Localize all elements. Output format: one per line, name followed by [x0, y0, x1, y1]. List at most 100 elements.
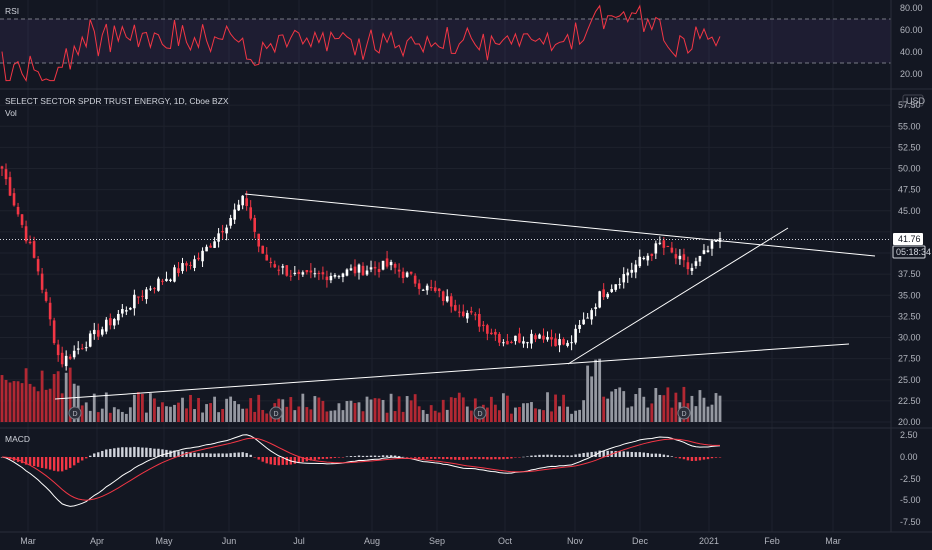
- macd-hist-bar: [622, 451, 625, 457]
- volume-bar: [445, 409, 449, 422]
- dividend-marker[interactable]: [68, 406, 82, 420]
- macd-tick-minus-7-50: -7.50: [900, 517, 921, 527]
- volume-bar: [562, 394, 565, 422]
- descending-trendline[interactable]: [244, 193, 876, 257]
- time-label: 2021: [699, 536, 719, 546]
- price-tick: 20.00: [898, 417, 921, 427]
- volume-bar: [313, 396, 317, 422]
- macd-hist-bar: [678, 457, 682, 459]
- candle-body: [28, 241, 32, 244]
- volume-bar: [48, 388, 52, 422]
- volume-bar: [165, 406, 168, 422]
- candle-body: [0, 166, 4, 169]
- volume-bar: [281, 399, 285, 422]
- macd-hist-bar: [269, 457, 272, 465]
- macd-hist-bar: [117, 447, 120, 457]
- volume-bar: [205, 404, 208, 422]
- support-trendline[interactable]: [54, 343, 850, 400]
- macd-line: [1, 434, 721, 507]
- volume-bar: [590, 376, 594, 422]
- volume-bar: [650, 403, 654, 422]
- volume-bar: [257, 394, 261, 422]
- rsi-tick-40: 40.00: [900, 47, 923, 57]
- volume-bar: [514, 407, 517, 422]
- candle-body: [570, 342, 573, 344]
- macd-hist-bar: [598, 450, 601, 457]
- macd-hist-bar: [285, 457, 288, 465]
- candle-body: [457, 311, 461, 313]
- volume-bar: [84, 402, 88, 422]
- macd-hist-bar: [478, 457, 481, 460]
- dividend-marker[interactable]: [677, 406, 691, 420]
- candle-body: [129, 307, 132, 310]
- time-label: Dec: [632, 536, 649, 546]
- macd-hist-bar: [425, 457, 429, 459]
- macd-hist-bar: [594, 451, 597, 457]
- volume-bar: [417, 406, 421, 422]
- macd-hist-bar: [89, 455, 92, 457]
- volume-bar: [349, 400, 353, 422]
- dividend-marker-label: D: [273, 411, 278, 418]
- candle-body: [225, 227, 228, 234]
- volume-bar: [634, 394, 638, 422]
- volume-bar: [393, 411, 397, 422]
- macd-pane[interactable]: MACD 2.50 0.00 -2.50 -5.00 -7.50: [0, 430, 921, 527]
- candle-body: [313, 273, 317, 275]
- candle-body: [36, 259, 40, 272]
- volume-bar: [305, 407, 309, 422]
- candle-body: [273, 264, 277, 268]
- symbol-title: SELECT SECTOR SPDR TRUST ENERGY, 1D, Cbo…: [5, 96, 229, 106]
- macd-hist-bar: [85, 457, 88, 459]
- macd-hist-bar: [193, 452, 196, 457]
- volume-bar: [112, 407, 116, 422]
- candle-body: [646, 255, 650, 261]
- macd-hist-bar: [389, 455, 393, 457]
- macd-hist-bar: [405, 457, 409, 458]
- macd-hist-bar: [670, 456, 674, 457]
- time-axis[interactable]: Mar Apr May Jun Jul Aug Sep Oct Nov Dec 2021 Feb Mar: [20, 536, 841, 546]
- price-pane[interactable]: SELECT SECTOR SPDR TRUST ENERGY, 1D, Cbo…: [0, 94, 931, 427]
- volume-bar: [546, 392, 549, 422]
- volume-bar: [221, 408, 225, 422]
- volume-bar: [405, 396, 409, 422]
- macd-hist-bar: [534, 455, 537, 457]
- volume-bar: [181, 397, 184, 422]
- macd-hist-bar: [618, 451, 621, 457]
- candle-body: [233, 209, 236, 220]
- currency-badge[interactable]: [902, 94, 924, 107]
- volume-bar: [297, 406, 301, 422]
- volume-bar: [530, 402, 533, 422]
- price-tick: 57.50: [898, 100, 921, 110]
- volume-bar: [630, 406, 634, 422]
- volume-bar: [710, 404, 714, 422]
- rsi-pane[interactable]: RSI 80.00 60.00 40.00 20.00: [0, 3, 923, 83]
- time-label: Jun: [222, 536, 237, 546]
- macd-hist-bar: [538, 454, 541, 457]
- candles: [0, 163, 722, 371]
- price-tick: 45.00: [898, 206, 921, 216]
- candle-body: [205, 246, 208, 252]
- candle-body: [48, 302, 52, 320]
- macd-tick-minus-2-50: -2.50: [900, 474, 921, 484]
- candle-body: [686, 262, 690, 270]
- candle-body: [658, 242, 662, 244]
- volume-bar: [622, 391, 626, 422]
- candle-body: [60, 352, 64, 365]
- time-label: Nov: [567, 536, 584, 546]
- volume-bar: [96, 412, 100, 422]
- macd-hist-bar: [646, 453, 649, 457]
- dividend-marker[interactable]: [269, 406, 283, 420]
- dividend-marker[interactable]: [473, 406, 487, 420]
- signal-line: [1, 437, 720, 501]
- volume-bar: [654, 388, 658, 422]
- macd-hist-bar: [373, 455, 377, 457]
- macd-hist-bar: [313, 457, 317, 460]
- volume-bar: [92, 393, 96, 422]
- ascending-trendline[interactable]: [567, 227, 789, 365]
- volume-bar: [714, 393, 718, 422]
- candle-body: [357, 264, 361, 273]
- macd-hist-bar: [393, 455, 397, 457]
- volume-bar: [293, 410, 297, 422]
